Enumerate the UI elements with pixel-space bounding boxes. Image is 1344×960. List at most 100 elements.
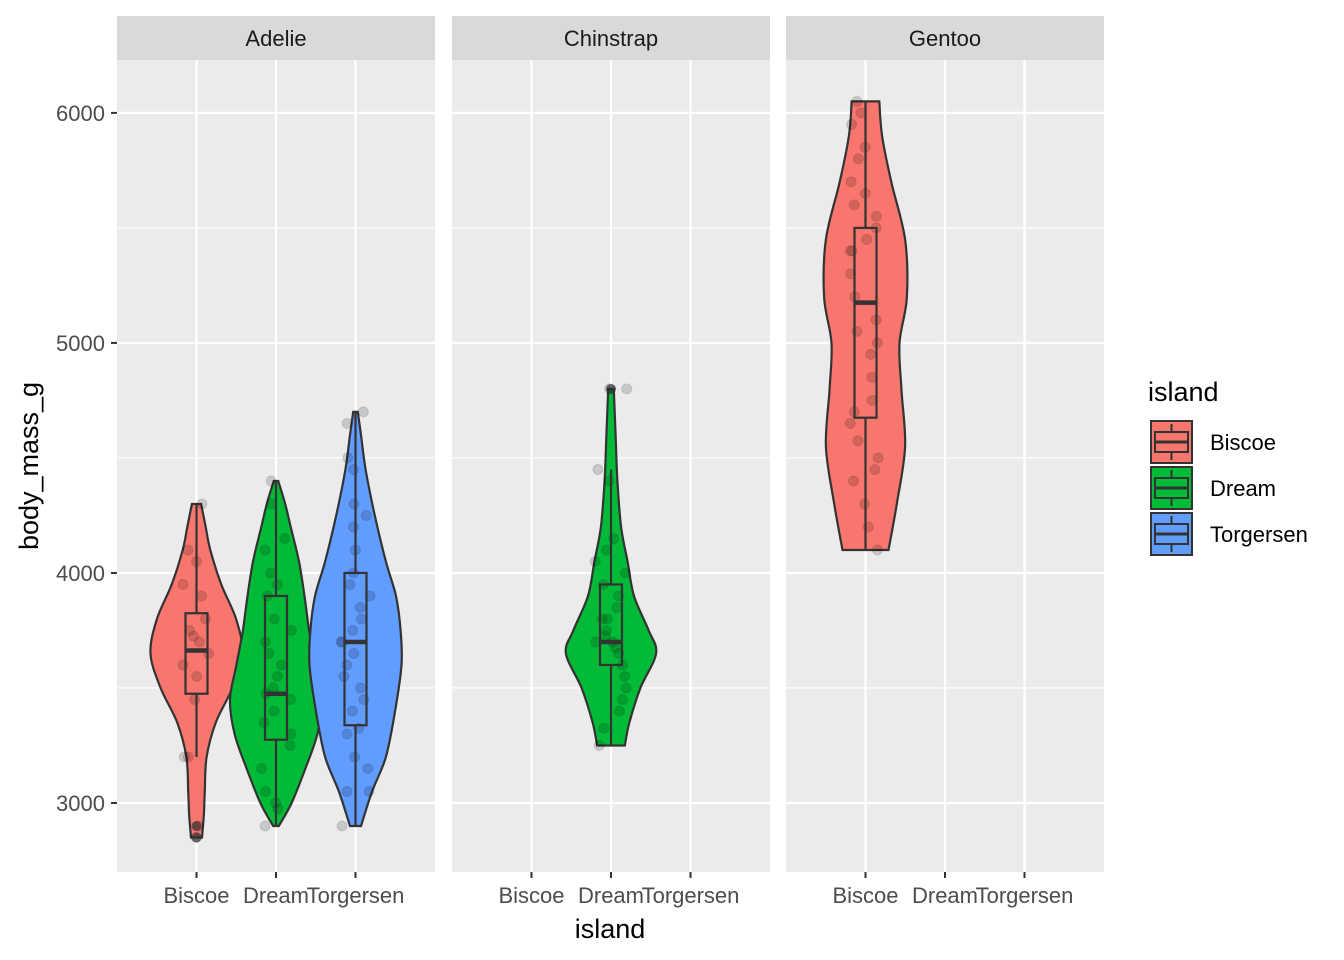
jitter-point (196, 590, 207, 602)
jitter-point (363, 786, 375, 797)
jitter-point (341, 659, 353, 671)
jitter-point (593, 740, 605, 751)
violin-shape (308, 410, 403, 828)
jitter-point (598, 722, 610, 734)
jitter-point (592, 464, 604, 475)
jitter-point (848, 199, 860, 211)
jitter-point (589, 556, 601, 567)
jitter-point (852, 153, 864, 165)
jitter-point (619, 671, 631, 682)
jitter-point (617, 694, 628, 705)
legend: island Biscoe Dream Torgersen (1148, 377, 1308, 556)
legend-label: Biscoe (1210, 430, 1276, 455)
violin-shape (149, 502, 244, 839)
jitter-point (620, 682, 632, 694)
jitter-point (178, 751, 190, 763)
group-adelie-torgersen (308, 406, 403, 832)
legend-title: island (1148, 377, 1219, 407)
jitter-point (845, 268, 857, 280)
jitter-point (362, 763, 374, 774)
group-gentoo-biscoe (822, 95, 909, 556)
jitter-point (603, 475, 615, 487)
jitter-point (611, 602, 623, 613)
jitter-point (871, 544, 883, 556)
y-axis-title: body_mass_g (14, 382, 44, 550)
jitter-point (861, 233, 873, 245)
legend-item-biscoe: Biscoe (1150, 420, 1276, 464)
jitter-point (279, 533, 291, 544)
outlier-point (191, 832, 202, 843)
jitter-point (191, 671, 203, 682)
facet-strip (117, 16, 435, 60)
jitter-point (188, 630, 200, 642)
jitter-point (844, 417, 856, 429)
jitter-point (341, 417, 353, 429)
jitter-point (276, 659, 287, 671)
jitter-point (852, 435, 864, 447)
jitter-point (348, 648, 360, 659)
jitter-point (600, 625, 612, 636)
jitter-point (348, 521, 359, 533)
jitter-point (182, 751, 194, 763)
box-iqr (263, 594, 289, 741)
jitter-point (341, 728, 353, 740)
group-adelie-biscoe (149, 498, 244, 843)
jitter-point (268, 613, 280, 625)
jitter-point (193, 636, 205, 648)
x-tick-label: Dream (912, 883, 978, 908)
jitter-point (869, 464, 881, 475)
y-tick-label: 4000 (56, 561, 105, 586)
x-tick-label: Biscoe (832, 883, 898, 908)
jitter-point (872, 452, 884, 464)
x-tick-label: Biscoe (163, 883, 229, 908)
box-iqr (184, 612, 209, 695)
jitter-point (258, 717, 270, 728)
y-axis: 3000 4000 5000 6000 (56, 101, 117, 816)
jitter-point (871, 210, 882, 222)
legend-item-torgersen: Torgersen (1150, 512, 1308, 556)
jitter-point (360, 510, 372, 521)
jitter-point (256, 763, 268, 774)
group-adelie-dream (228, 475, 324, 832)
jitter-point (354, 602, 366, 613)
violin-shape (822, 100, 909, 552)
jitter-point (259, 544, 271, 556)
box-iqr (343, 571, 368, 727)
box-iqr (853, 226, 878, 419)
x-axis-title: island (575, 914, 646, 944)
x-tick-label: Torgersen (307, 883, 405, 908)
jitter-point (260, 786, 272, 797)
jitter-point (341, 786, 353, 797)
jitter-point (364, 590, 376, 602)
jitter-point (284, 740, 296, 751)
jitter-point (348, 498, 360, 510)
jitter-point (346, 705, 358, 717)
outlier-point (191, 820, 202, 831)
jitter-point (865, 348, 877, 360)
jitter-point (265, 475, 277, 487)
jitter-point (196, 498, 208, 510)
jitter-point (200, 613, 211, 625)
jitter-point (355, 613, 367, 625)
jitter-point (846, 118, 858, 130)
jitter-point (265, 567, 277, 579)
facet-strip-label: Gentoo (909, 26, 981, 51)
jitter-point (851, 95, 863, 107)
legend-label: Dream (1210, 476, 1276, 501)
jitter-point (614, 705, 625, 717)
jitter-point (620, 567, 632, 579)
jitter-point (342, 452, 354, 464)
x-tick-label: Torgersen (976, 883, 1074, 908)
group-chinstrap-dream (564, 383, 658, 751)
jitter-point (354, 682, 366, 694)
y-tick-label: 5000 (56, 331, 105, 356)
y-tick-label: 3000 (56, 791, 105, 816)
jitter-point (189, 694, 201, 705)
x-tick-label: Dream (578, 883, 644, 908)
x-tick-label: Torgersen (642, 883, 740, 908)
jitter-point (182, 544, 194, 556)
jitter-point (347, 625, 359, 636)
outlier-point (606, 383, 616, 394)
